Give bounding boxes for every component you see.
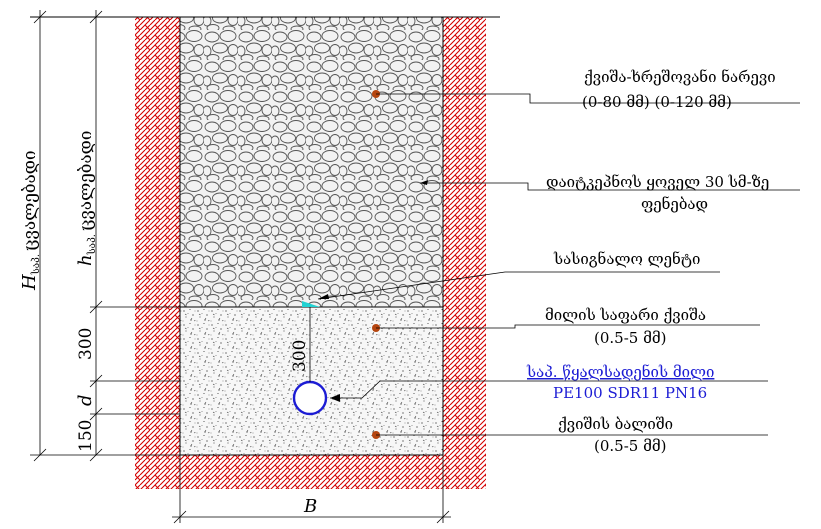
- label-gravel-mix-sizes: (0-80 მმ) (0-120 მმ): [582, 93, 732, 111]
- label-pipe-sand: მილის საფარი ქვიშა: [545, 306, 706, 324]
- dim-150: 150: [76, 420, 96, 452]
- leader-signal-tape: [317, 271, 720, 300]
- dim-d: d: [75, 394, 96, 406]
- left-soil-hatch: [135, 17, 180, 489]
- label-gravel-mix: ქვიშა-ხრეშოვანი ნარევი: [584, 68, 776, 86]
- label-pipe-name: საპ. წყალსადენის მილი: [526, 363, 714, 381]
- dim-h-cover: hსაპ.ცვალებადი: [75, 131, 98, 266]
- pipe-circle: [292, 380, 328, 416]
- leader-pipe-sand: [376, 324, 760, 329]
- right-soil-hatch: [443, 17, 486, 489]
- label-compaction-line2: ფენებად: [641, 195, 708, 213]
- dim-300-inner: 300: [290, 340, 310, 372]
- leader-pipe: [330, 380, 768, 399]
- dim-300-left: 300: [76, 328, 96, 360]
- bottom-soil-hatch: [180, 455, 443, 489]
- label-pipe-spec: PE100 SDR11 PN16: [553, 384, 707, 402]
- dim-B: B: [303, 496, 317, 517]
- label-sand-bed: ქვიშის ბალიში: [558, 415, 673, 433]
- label-sand-bed-size: (0.5-5 მმ): [594, 437, 667, 455]
- dim-H-total: Hსაპ.ცვალებადი: [19, 151, 42, 291]
- label-signal-tape: სასიგნალო ლენტი: [553, 250, 700, 268]
- gravel-backfill-layer: [180, 17, 443, 307]
- signal-tape-mark: [302, 301, 320, 307]
- leader-compaction: [420, 182, 800, 191]
- label-pipe-sand-size: (0.5-5 მმ): [594, 329, 667, 347]
- leader-gravel: [376, 93, 800, 104]
- label-compaction-line1: დაიტკეპნოს ყოველ 30 სმ-ზე: [546, 173, 769, 191]
